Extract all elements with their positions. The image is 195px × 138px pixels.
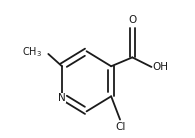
Text: N: N [58, 93, 66, 103]
Text: Cl: Cl [115, 122, 126, 132]
Text: CH$_3$: CH$_3$ [22, 45, 42, 59]
Text: OH: OH [153, 62, 169, 72]
Text: O: O [128, 15, 136, 25]
